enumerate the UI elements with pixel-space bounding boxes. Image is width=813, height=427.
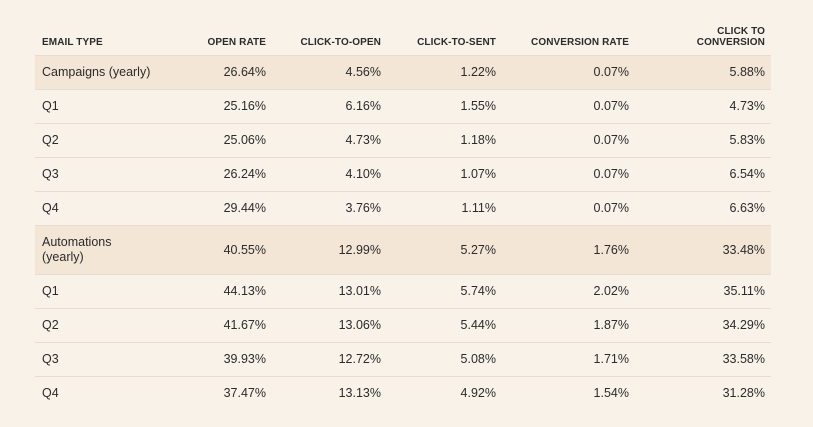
cell-click-to-sent: 1.11% — [387, 191, 502, 226]
cell-conversion-rate: 0.07% — [502, 89, 635, 124]
cell-open-rate: 37.47% — [223, 386, 266, 400]
cell-click-to-open: 3.76% — [272, 191, 387, 226]
cell-click-to-open: 4.73% — [272, 123, 387, 158]
cell-conversion-rate: 0.07% — [502, 157, 635, 192]
cell-click-to-sent: 5.27% — [387, 225, 502, 275]
table-row: Q4 37.47% 13.13% 4.92% 1.54% 31.28% — [35, 377, 771, 411]
cell-click-to-sent: 4.92% — [460, 386, 496, 400]
cell-conversion-rate: 1.76% — [502, 225, 635, 275]
cell-click-to-sent: 1.55% — [387, 89, 502, 124]
cell-click-to-sent: 5.08% — [387, 342, 502, 377]
cell-click-to-conversion: 5.83% — [635, 123, 771, 158]
cell-click-to-sent: 5.44% — [387, 308, 502, 343]
cell-open-rate: 39.93% — [172, 342, 272, 377]
header-click-to-open: CLICK-TO-OPEN — [272, 22, 387, 56]
cell-email-type: Campaigns (yearly) — [35, 55, 172, 90]
cell-click-to-sent: 1.07% — [387, 157, 502, 192]
cell-email-type: Automations (yearly) — [35, 225, 172, 275]
header-click-to-conversion-label: CLICK TO CONVERSION — [696, 26, 765, 48]
cell-conversion-rate: 0.07% — [502, 123, 635, 158]
cell-email-type: Q1 — [35, 274, 172, 309]
table-body: Campaigns (yearly) 26.64% 4.56% 1.22% 0.07% 5… — [35, 55, 771, 411]
cell-email-type: Q3 — [35, 342, 172, 377]
cell-email-type: Q2 — [35, 308, 172, 343]
cell-open-rate: 40.55% — [172, 225, 272, 275]
table-header: EMAIL TYPE OPEN RATE CLICK-TO-OPEN CLICK… — [35, 22, 771, 56]
cell-open-rate: 44.13% — [172, 274, 272, 309]
cell-open-rate: 25.06% — [172, 123, 272, 158]
cell-click-to-open: 13.06% — [272, 308, 387, 343]
cell-click-to-sent: 5.74% — [387, 274, 502, 309]
cell-conversion-rate: 1.87% — [502, 308, 635, 343]
table-row: Q1 44.13% 13.01% 5.74% 2.02% 35.11% — [35, 274, 771, 309]
cell-click-to-conversion: 6.63% — [635, 191, 771, 226]
cell-email-type: Q3 — [35, 157, 172, 192]
table-row: Q3 26.24% 4.10% 1.07% 0.07% 6.54% — [35, 157, 771, 192]
cell-click-to-conversion: 31.28% — [722, 386, 765, 400]
cell-click-to-conversion: 33.48% — [635, 225, 771, 275]
cell-click-to-open: 6.16% — [272, 89, 387, 124]
cell-conversion-rate: 0.07% — [502, 55, 635, 90]
cell-open-rate: 41.67% — [172, 308, 272, 343]
email-benchmark-table: EMAIL TYPE OPEN RATE CLICK-TO-OPEN CLICK… — [35, 22, 771, 410]
cell-conversion-rate: 1.71% — [502, 342, 635, 377]
cell-click-to-conversion: 5.88% — [635, 55, 771, 90]
cell-conversion-rate: 0.07% — [502, 191, 635, 226]
table-row: Q4 29.44% 3.76% 1.11% 0.07% 6.63% — [35, 191, 771, 226]
cell-click-to-sent: 1.18% — [387, 123, 502, 158]
cell-click-to-sent: 1.22% — [387, 55, 502, 90]
header-open-rate: OPEN RATE — [172, 22, 272, 56]
cell-click-to-open: 12.99% — [272, 225, 387, 275]
cell-open-rate: 29.44% — [172, 191, 272, 226]
cell-open-rate: 25.16% — [172, 89, 272, 124]
cell-click-to-open: 13.01% — [272, 274, 387, 309]
cell-conversion-rate: 2.02% — [502, 274, 635, 309]
cell-click-to-conversion: 35.11% — [635, 274, 771, 309]
cell-click-to-conversion: 6.54% — [635, 157, 771, 192]
header-click-to-sent: CLICK-TO-SENT — [387, 22, 502, 56]
cell-click-to-open: 12.72% — [272, 342, 387, 377]
cell-click-to-conversion: 34.29% — [635, 308, 771, 343]
cell-open-rate: 26.24% — [172, 157, 272, 192]
table-row: Q2 25.06% 4.73% 1.18% 0.07% 5.83% — [35, 123, 771, 158]
table-row: Automations (yearly) 40.55% 12.99% 5.27% 1.7… — [35, 225, 771, 275]
header-conversion-rate: CONVERSION RATE — [502, 22, 635, 56]
table-row: Q1 25.16% 6.16% 1.55% 0.07% 4.73% — [35, 89, 771, 124]
cell-email-type: Q2 — [35, 123, 172, 158]
table-row: Q3 39.93% 12.72% 5.08% 1.71% 33.58% — [35, 342, 771, 377]
cell-open-rate: 26.64% — [172, 55, 272, 90]
table-row: Q2 41.67% 13.06% 5.44% 1.87% 34.29% — [35, 308, 771, 343]
cell-click-to-open: 4.56% — [272, 55, 387, 90]
cell-email-type: Q4 — [42, 386, 59, 400]
table-row: Campaigns (yearly) 26.64% 4.56% 1.22% 0.07% 5… — [35, 55, 771, 90]
email-benchmark-table-container: EMAIL TYPE OPEN RATE CLICK-TO-OPEN CLICK… — [35, 22, 771, 410]
header-email-type: EMAIL TYPE — [35, 22, 172, 56]
header-row: EMAIL TYPE OPEN RATE CLICK-TO-OPEN CLICK… — [35, 22, 771, 56]
cell-conversion-rate: 1.54% — [593, 386, 629, 400]
cell-click-to-conversion: 33.58% — [635, 342, 771, 377]
cell-click-to-open: 13.13% — [338, 386, 381, 400]
cell-email-type: Q4 — [35, 191, 172, 226]
cell-click-to-conversion: 4.73% — [635, 89, 771, 124]
cell-click-to-open: 4.10% — [272, 157, 387, 192]
cell-email-type: Q1 — [35, 89, 172, 124]
header-click-to-conversion: CLICK TO CONVERSION — [635, 22, 771, 56]
